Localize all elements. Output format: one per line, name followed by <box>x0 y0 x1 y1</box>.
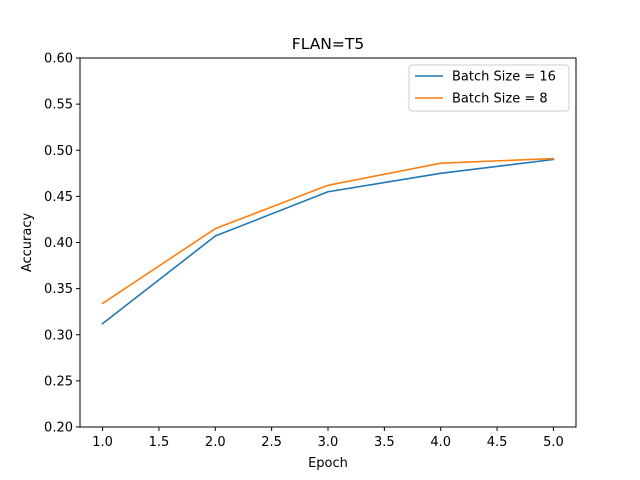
x-tick-label: 5.0 <box>543 435 564 450</box>
x-tick-label: 3.0 <box>318 435 339 450</box>
y-tick-label: 0.60 <box>44 52 73 67</box>
legend-label: Batch Size = 8 <box>452 92 548 107</box>
legend-label: Batch Size = 16 <box>452 70 556 85</box>
plot-frame <box>79 57 577 428</box>
y-tick-label: 0.30 <box>44 328 73 343</box>
legend-box <box>408 64 570 112</box>
x-axis-label: Epoch <box>308 456 348 471</box>
legend: Batch Size = 16 Batch Size = 8 <box>408 64 570 112</box>
y-tick-label: 0.20 <box>44 421 73 436</box>
y-axis-label: Accuracy <box>20 213 35 273</box>
y-tick-label: 0.55 <box>44 98 73 113</box>
x-tick-label: 1.0 <box>92 435 113 450</box>
x-tick-label: 2.5 <box>261 435 282 450</box>
chart-title: FLAN=T5 <box>292 35 364 53</box>
y-tick-label: 0.40 <box>44 236 73 251</box>
series-line-1 <box>101 157 555 305</box>
series-line-0 <box>101 158 555 325</box>
y-tick-label: 0.45 <box>44 190 73 205</box>
plot-area <box>101 157 555 325</box>
x-tick-label: 4.0 <box>430 435 451 450</box>
x-axis: 1.0 1.5 2.0 2.5 3.0 3.5 4.0 4.5 5.0 <box>92 427 564 450</box>
y-tick-label: 0.35 <box>44 282 73 297</box>
x-tick-label: 2.0 <box>205 435 226 450</box>
x-tick-label: 1.5 <box>149 435 170 450</box>
y-tick-label: 0.25 <box>44 374 73 389</box>
y-tick-label: 0.50 <box>44 144 73 159</box>
x-tick-label: 3.5 <box>374 435 395 450</box>
x-tick-label: 4.5 <box>487 435 508 450</box>
y-axis: 0.20 0.25 0.30 0.35 0.40 0.45 0.50 0.55 0.60 <box>44 52 80 436</box>
